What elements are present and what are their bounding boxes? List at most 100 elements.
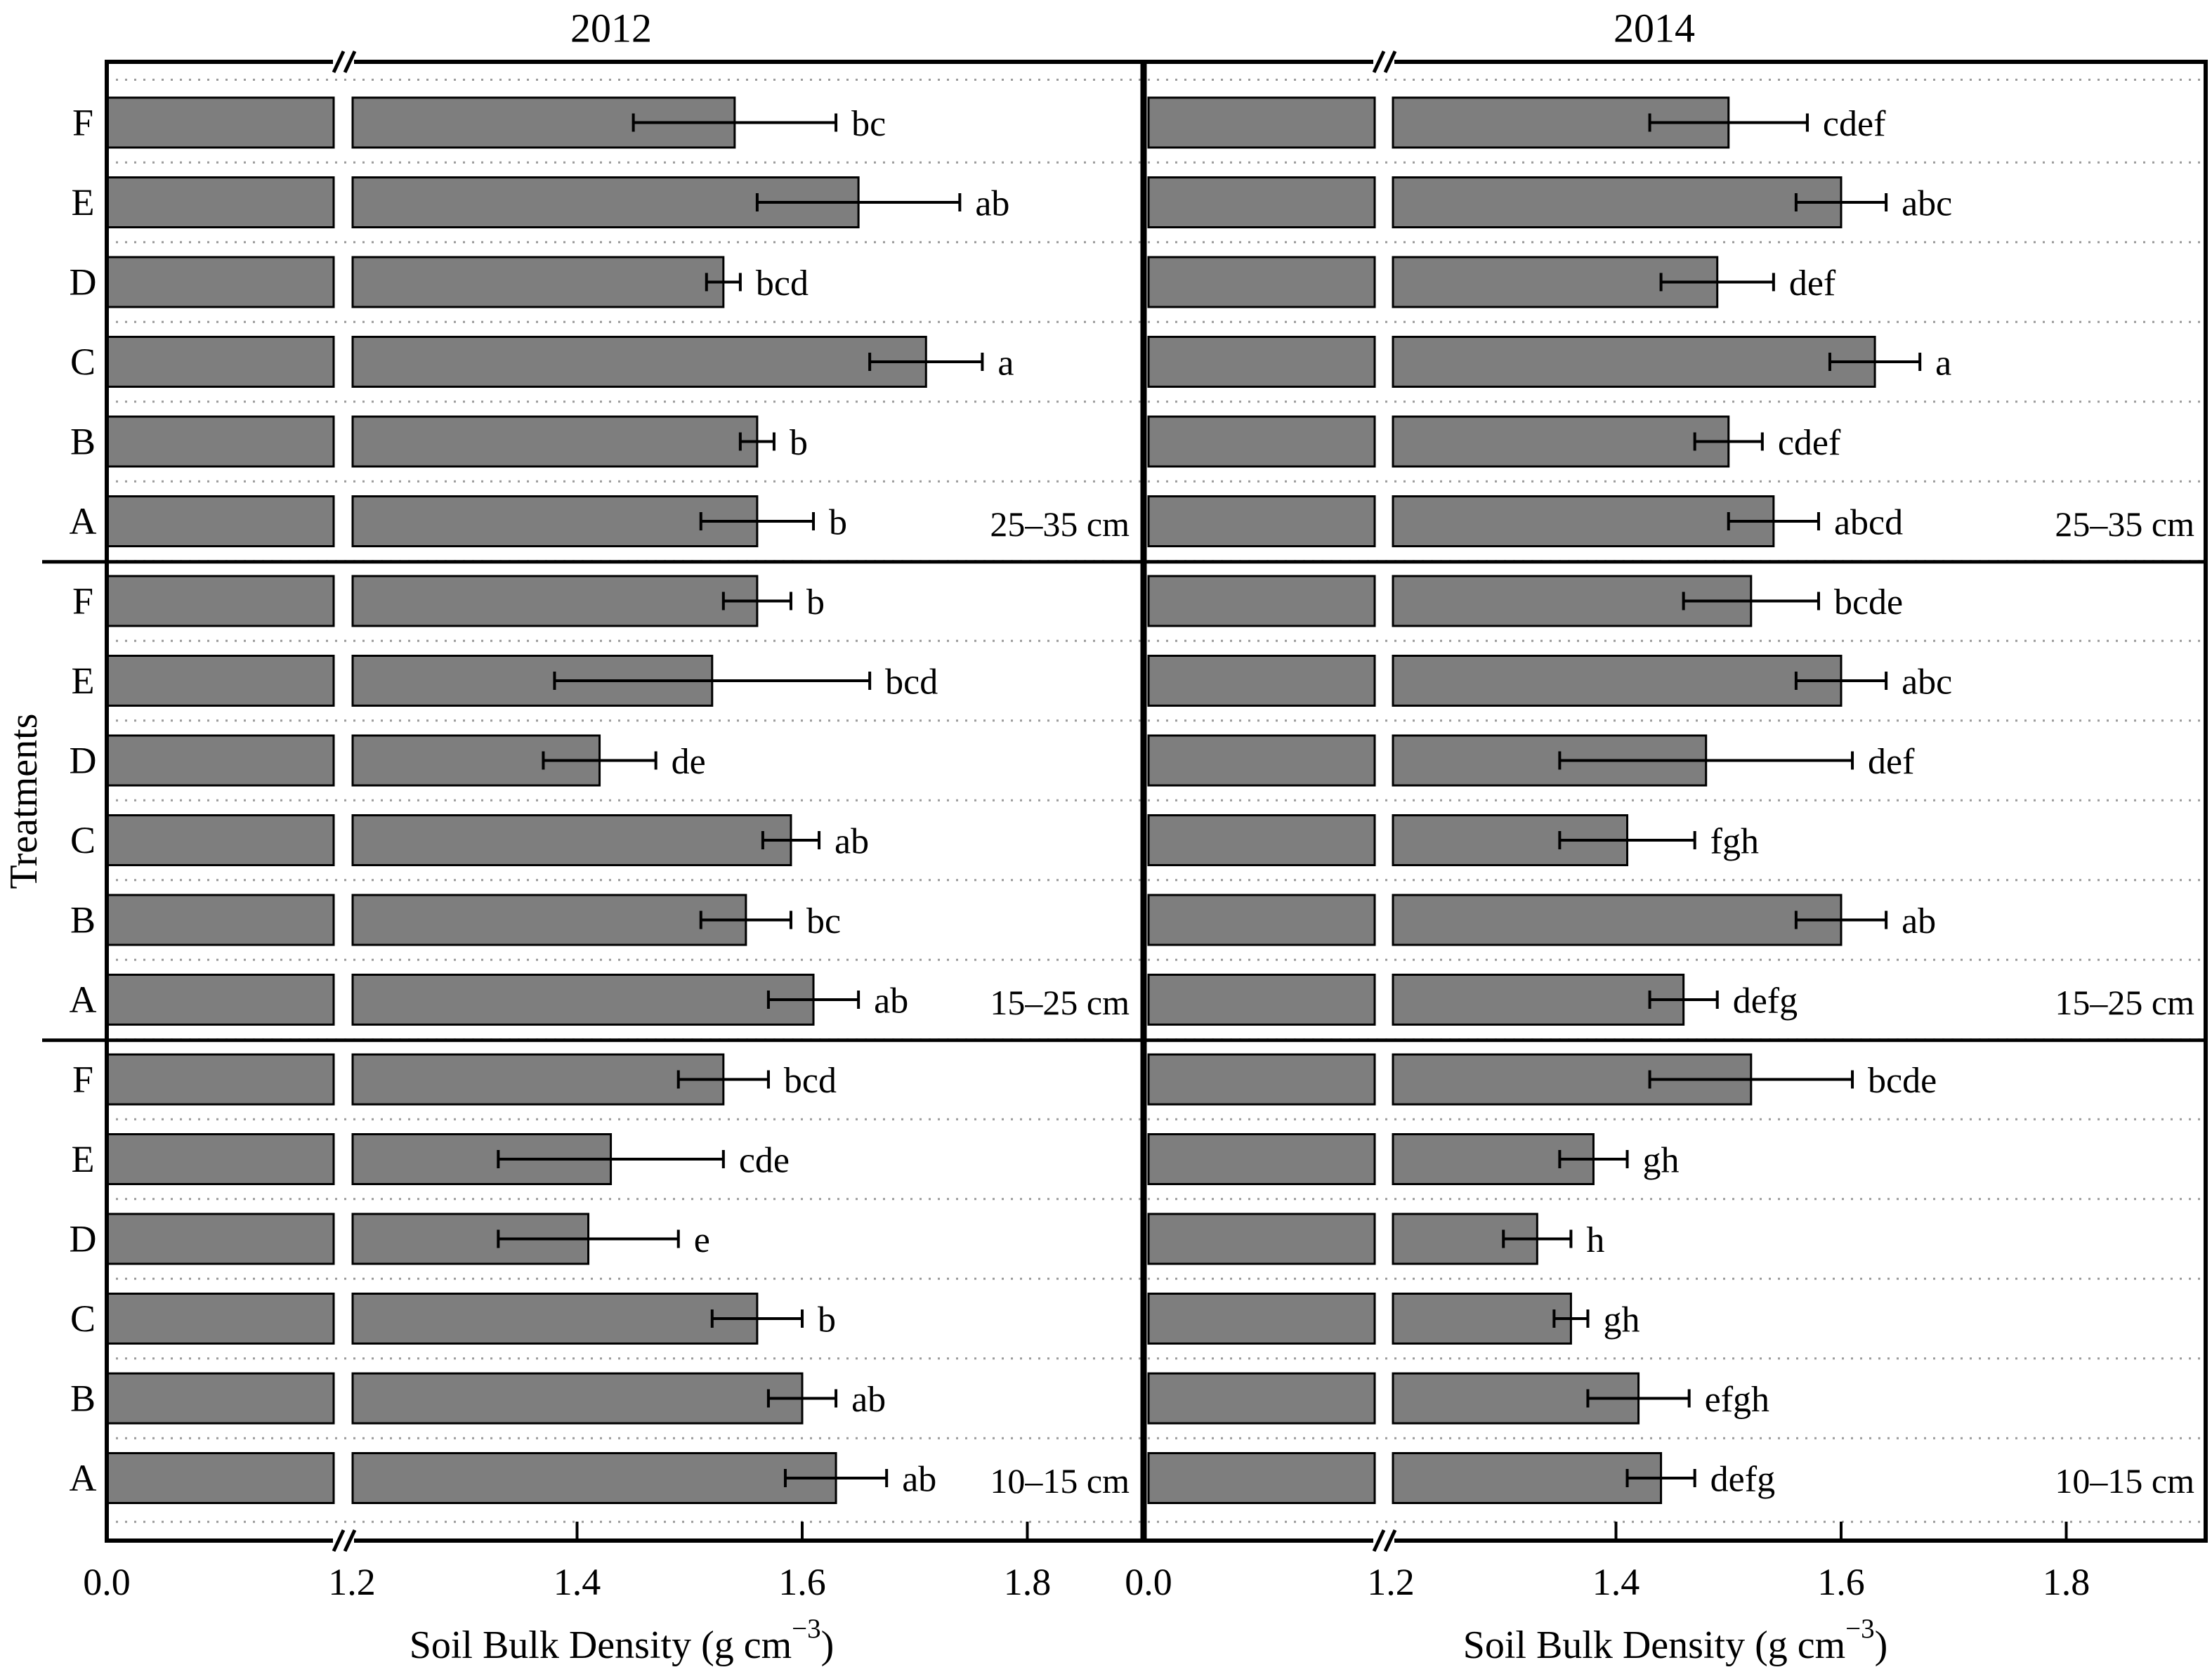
sig-letter-2014-A: abcd: [1834, 503, 1903, 543]
sig-letter-2012-A: ab: [874, 981, 908, 1021]
depth-label-2012-2: 10–15 cm: [990, 1461, 1130, 1501]
bar-2014-15–25cm-F-seg1: [1147, 575, 1376, 627]
sig-letter-2012-E: ab: [975, 184, 1009, 224]
x-tick-label-2012-1.4: 1.4: [554, 1561, 601, 1603]
x-tick-label-2014-1.2: 1.2: [1367, 1561, 1415, 1603]
y-tick-label-treatment-A: A: [70, 979, 97, 1021]
bar-2014-25–35cm-E: [1392, 176, 1843, 228]
sig-letter-2014-E: abc: [1902, 662, 1952, 703]
bar-2012-15–25cm-F: [351, 575, 759, 627]
bar-2014-10–15cm-A: [1392, 1452, 1663, 1504]
y-tick-label-treatment-A: A: [70, 500, 97, 542]
y-tick-label-treatment-C: C: [70, 1298, 96, 1340]
sig-letter-2012-A: b: [829, 503, 847, 543]
axis-break-slash: [332, 50, 346, 74]
sig-letter-2012-E: bcd: [885, 662, 938, 703]
axis-break-slash: [1372, 50, 1386, 74]
bar-2012-15–25cm-B: [351, 894, 747, 946]
bar-2012-25–35cm-A: [351, 495, 759, 547]
bar-2014-25–35cm-F-seg1: [1147, 96, 1376, 149]
bar-2014-10–15cm-C-seg1: [1147, 1293, 1376, 1345]
bar-2014-25–35cm-E-seg1: [1147, 176, 1376, 228]
sig-letter-2012-B: bc: [806, 901, 841, 941]
bar-2014-10–15cm-E-seg1: [1147, 1133, 1376, 1185]
bar-2014-15–25cm-B-seg1: [1147, 894, 1376, 946]
bar-2014-15–25cm-E-seg1: [1147, 655, 1376, 707]
plot-frame: [105, 60, 2208, 1543]
bar-2014-25–35cm-D-seg1: [1147, 256, 1376, 308]
x-axis-title-2014: Soil Bulk Density (g cm−3): [1463, 1614, 1888, 1668]
x-tick-label-2012-0.0: 0.0: [83, 1561, 131, 1603]
y-tick-label-treatment-C: C: [70, 819, 96, 861]
sig-letter-2012-B: b: [790, 423, 808, 463]
bar-2012-10–15cm-E-seg1: [105, 1133, 335, 1185]
sig-letter-2012-C: b: [818, 1300, 836, 1340]
bar-2012-15–25cm-A: [351, 974, 815, 1026]
x-tick-label-2012-1.2: 1.2: [328, 1561, 376, 1603]
axis-break-slash: [332, 1529, 346, 1553]
bar-2012-10–15cm-B: [351, 1372, 804, 1425]
bar-2014-10–15cm-A-seg1: [1147, 1452, 1376, 1504]
x-tick-label-2012-1.8: 1.8: [1004, 1561, 1052, 1603]
x-axis-title-2012: Soil Bulk Density (g cm−3): [410, 1614, 835, 1668]
y-tick-label-treatment-F: F: [72, 1059, 93, 1101]
sig-letter-2014-F: bcde: [1868, 1061, 1937, 1101]
panel-title-2014: 2014: [1614, 6, 1695, 51]
sig-letter-2012-A: ab: [902, 1460, 936, 1500]
y-tick-label-treatment-B: B: [70, 421, 96, 463]
sig-letter-2014-F: cdef: [1823, 104, 1886, 144]
sig-letter-2012-D: bcd: [756, 263, 809, 303]
y-tick-label-treatment-B: B: [70, 899, 96, 941]
sig-letter-2012-F: b: [806, 582, 825, 622]
bar-2012-10–15cm-C: [351, 1293, 759, 1345]
bar-2012-15–25cm-D-seg1: [105, 734, 335, 787]
bar-2012-15–25cm-C: [351, 814, 792, 866]
axis-break-slash: [1372, 1529, 1386, 1553]
y-axis-title: Treatments: [2, 714, 46, 889]
sig-letter-2012-D: de: [672, 742, 706, 782]
axis-break-slash: [343, 1529, 357, 1553]
bar-2014-10–15cm-F-seg1: [1147, 1053, 1376, 1106]
bar-2014-15–25cm-E: [1392, 655, 1843, 707]
bar-2014-15–25cm-D-seg1: [1147, 734, 1376, 787]
sig-letter-2012-B: ab: [851, 1380, 886, 1420]
y-tick-label-treatment-A: A: [70, 1457, 97, 1499]
bar-2014-25–35cm-C-seg1: [1147, 336, 1376, 388]
bar-2014-25–35cm-B: [1392, 415, 1730, 468]
axis-break-slash: [1383, 50, 1397, 74]
bar-2012-10–15cm-A-seg1: [105, 1452, 335, 1504]
sig-letter-2014-B: cdef: [1778, 423, 1841, 463]
y-tick-label-treatment-D: D: [70, 1218, 97, 1260]
bar-2012-15–25cm-F-seg1: [105, 575, 335, 627]
y-tick-label-treatment-E: E: [72, 1138, 95, 1180]
sig-letter-2014-C: a: [1935, 344, 1951, 384]
y-tick-label-treatment-F: F: [72, 102, 93, 144]
depth-label-2014-1: 15–25 cm: [2055, 983, 2194, 1022]
bar-2012-25–35cm-A-seg1: [105, 495, 335, 547]
sig-letter-2014-B: efgh: [1705, 1380, 1769, 1420]
bar-2012-10–15cm-A: [351, 1452, 837, 1504]
bar-2014-10–15cm-D-seg1: [1147, 1213, 1376, 1265]
x-tick-label-2014-1.4: 1.4: [1592, 1561, 1640, 1603]
bar-2014-15–25cm-C-seg1: [1147, 814, 1376, 866]
depth-label-2014-0: 25–35 cm: [2055, 504, 2194, 544]
bar-2014-15–25cm-A: [1392, 974, 1685, 1026]
sig-letter-2014-A: defg: [1710, 1460, 1775, 1500]
sig-letter-2014-C: gh: [1603, 1300, 1640, 1340]
x-tick-label-2014-1.8: 1.8: [2043, 1561, 2090, 1603]
axis-break-slash: [343, 50, 357, 74]
bar-2012-25–35cm-B: [351, 415, 759, 468]
sig-letter-2014-D: def: [1868, 742, 1915, 782]
sig-letter-2012-C: a: [997, 344, 1014, 384]
sig-letter-2012-C: ab: [835, 822, 869, 862]
depth-label-2012-1: 15–25 cm: [990, 983, 1130, 1022]
depth-label-2012-0: 25–35 cm: [990, 504, 1130, 544]
bar-2012-10–15cm-C-seg1: [105, 1293, 335, 1345]
bar-2012-10–15cm-F-seg1: [105, 1053, 335, 1106]
depth-label-2014-2: 10–15 cm: [2055, 1461, 2194, 1501]
bar-2014-10–15cm-C: [1392, 1293, 1572, 1345]
bar-2012-10–15cm-B-seg1: [105, 1372, 335, 1425]
y-tick-label-treatment-D: D: [70, 740, 97, 782]
